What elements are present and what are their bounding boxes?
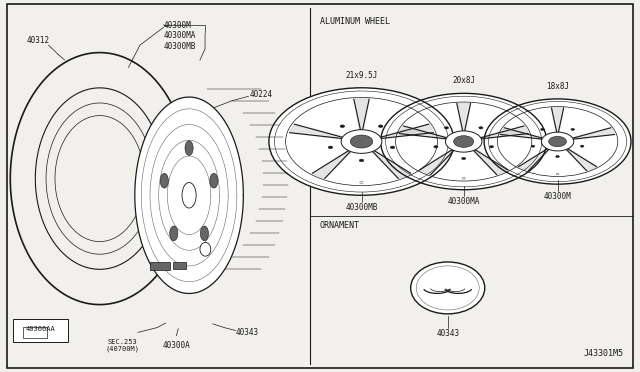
- Circle shape: [359, 159, 364, 162]
- Polygon shape: [457, 103, 470, 131]
- Circle shape: [490, 145, 493, 148]
- Circle shape: [541, 132, 573, 151]
- Text: J43301M5: J43301M5: [583, 349, 623, 358]
- Polygon shape: [473, 150, 508, 175]
- Circle shape: [378, 125, 383, 128]
- Circle shape: [454, 136, 474, 147]
- Polygon shape: [312, 150, 351, 179]
- Ellipse shape: [182, 183, 196, 208]
- Circle shape: [479, 126, 483, 129]
- FancyBboxPatch shape: [13, 320, 68, 341]
- Circle shape: [341, 130, 382, 153]
- Text: 40343: 40343: [436, 330, 460, 339]
- Text: 40300A: 40300A: [163, 341, 190, 350]
- Polygon shape: [481, 126, 528, 140]
- Text: 40224: 40224: [250, 90, 273, 99]
- Circle shape: [445, 131, 482, 152]
- Polygon shape: [354, 99, 369, 130]
- Text: SEC.253
(40700M): SEC.253 (40700M): [105, 339, 139, 352]
- Polygon shape: [518, 148, 550, 171]
- Circle shape: [531, 145, 535, 147]
- Text: 40300M
40300MA
40300MB: 40300M 40300MA 40300MB: [164, 21, 196, 51]
- FancyBboxPatch shape: [173, 262, 186, 269]
- Circle shape: [571, 128, 575, 131]
- Circle shape: [580, 145, 584, 147]
- Polygon shape: [289, 124, 343, 139]
- Circle shape: [340, 125, 345, 128]
- Ellipse shape: [200, 226, 209, 241]
- Text: 40300M: 40300M: [544, 192, 572, 201]
- Polygon shape: [572, 128, 614, 140]
- Ellipse shape: [170, 226, 178, 241]
- Text: 20x8J: 20x8J: [452, 76, 476, 85]
- Ellipse shape: [210, 173, 218, 188]
- Circle shape: [556, 155, 559, 158]
- Text: ORNAMENT: ORNAMENT: [320, 221, 360, 230]
- Circle shape: [328, 146, 333, 149]
- Circle shape: [269, 88, 454, 195]
- Text: 18x8J: 18x8J: [546, 82, 569, 91]
- Polygon shape: [500, 128, 543, 140]
- Circle shape: [484, 99, 631, 184]
- Circle shape: [381, 93, 547, 190]
- Ellipse shape: [160, 173, 168, 188]
- Text: 21x9.5J: 21x9.5J: [346, 71, 378, 80]
- Ellipse shape: [200, 243, 211, 256]
- Text: 40312: 40312: [26, 36, 49, 45]
- Text: 40300MA: 40300MA: [447, 197, 480, 206]
- Ellipse shape: [185, 141, 193, 155]
- Polygon shape: [552, 108, 564, 132]
- Ellipse shape: [411, 262, 484, 314]
- Polygon shape: [380, 124, 433, 139]
- Polygon shape: [419, 150, 454, 175]
- FancyBboxPatch shape: [150, 262, 170, 270]
- Ellipse shape: [135, 97, 243, 294]
- Polygon shape: [372, 150, 411, 179]
- Circle shape: [390, 146, 395, 149]
- Text: 40300AA: 40300AA: [26, 326, 56, 333]
- Polygon shape: [399, 126, 447, 140]
- Circle shape: [461, 157, 466, 160]
- Polygon shape: [566, 148, 596, 171]
- Circle shape: [548, 137, 566, 147]
- Ellipse shape: [35, 88, 164, 269]
- Circle shape: [444, 126, 449, 129]
- Circle shape: [350, 135, 372, 148]
- Text: ALUMINUM WHEEL: ALUMINUM WHEEL: [320, 17, 390, 26]
- Circle shape: [541, 128, 544, 131]
- Circle shape: [434, 145, 438, 148]
- Text: 40300MB: 40300MB: [346, 203, 378, 212]
- Text: 40343: 40343: [236, 328, 259, 337]
